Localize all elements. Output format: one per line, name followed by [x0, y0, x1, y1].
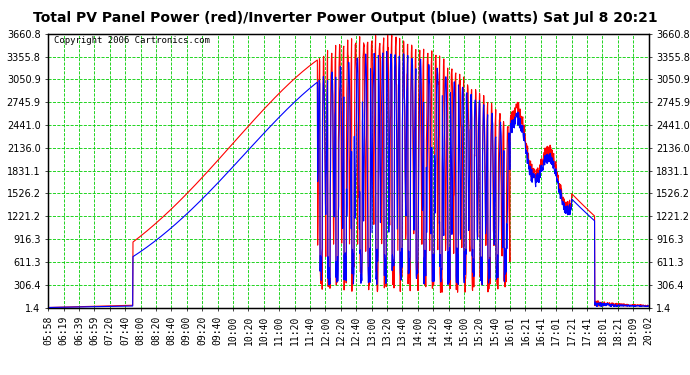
Text: Total PV Panel Power (red)/Inverter Power Output (blue) (watts) Sat Jul 8 20:21: Total PV Panel Power (red)/Inverter Powe… — [32, 11, 658, 25]
Text: Copyright 2006 Cartronics.com: Copyright 2006 Cartronics.com — [55, 36, 210, 45]
